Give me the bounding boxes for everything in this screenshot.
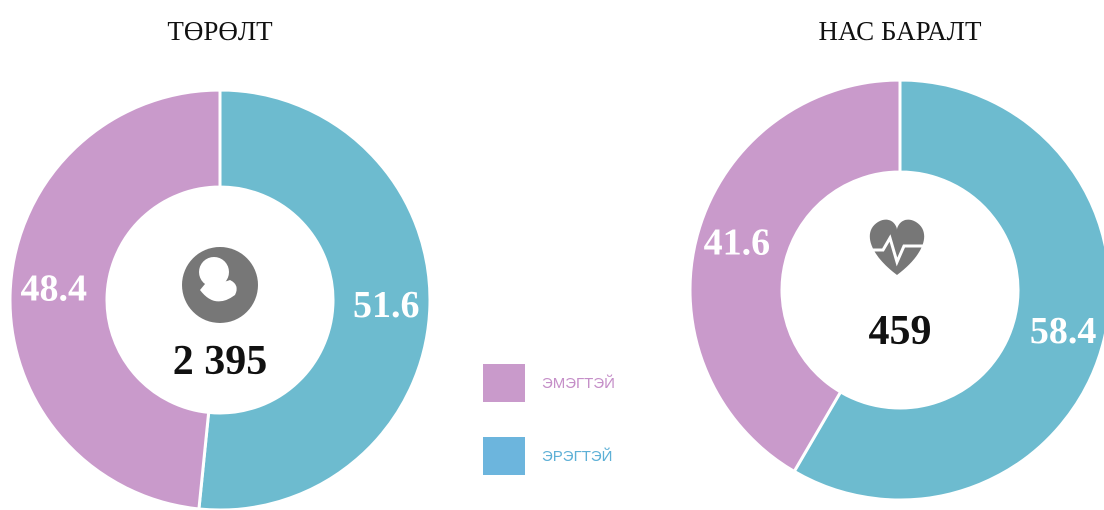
donut-slice xyxy=(688,78,902,474)
center-label: 459 xyxy=(869,308,932,354)
donut-slice xyxy=(197,88,432,510)
value-label: 58.4 xyxy=(1030,310,1097,352)
fetus-icon xyxy=(182,247,258,323)
value-label: 41.6 xyxy=(704,222,771,264)
center-label: 2 395 xyxy=(173,338,268,384)
donut-slice xyxy=(792,78,1104,502)
heart-icon xyxy=(862,219,932,275)
value-label: 48.4 xyxy=(20,267,87,309)
legend-label: ЭМЭГТЭЙ xyxy=(542,374,615,392)
value-label: 51.6 xyxy=(353,284,420,326)
legend-swatch xyxy=(483,437,525,475)
legend-label: ЭРЭГТЭЙ xyxy=(542,447,612,465)
chart-title: ТӨРӨЛТ xyxy=(167,16,273,46)
donut-slice xyxy=(8,88,222,510)
legend-swatch xyxy=(483,364,525,402)
chart-title: НАС БАРАЛТ xyxy=(819,16,982,46)
